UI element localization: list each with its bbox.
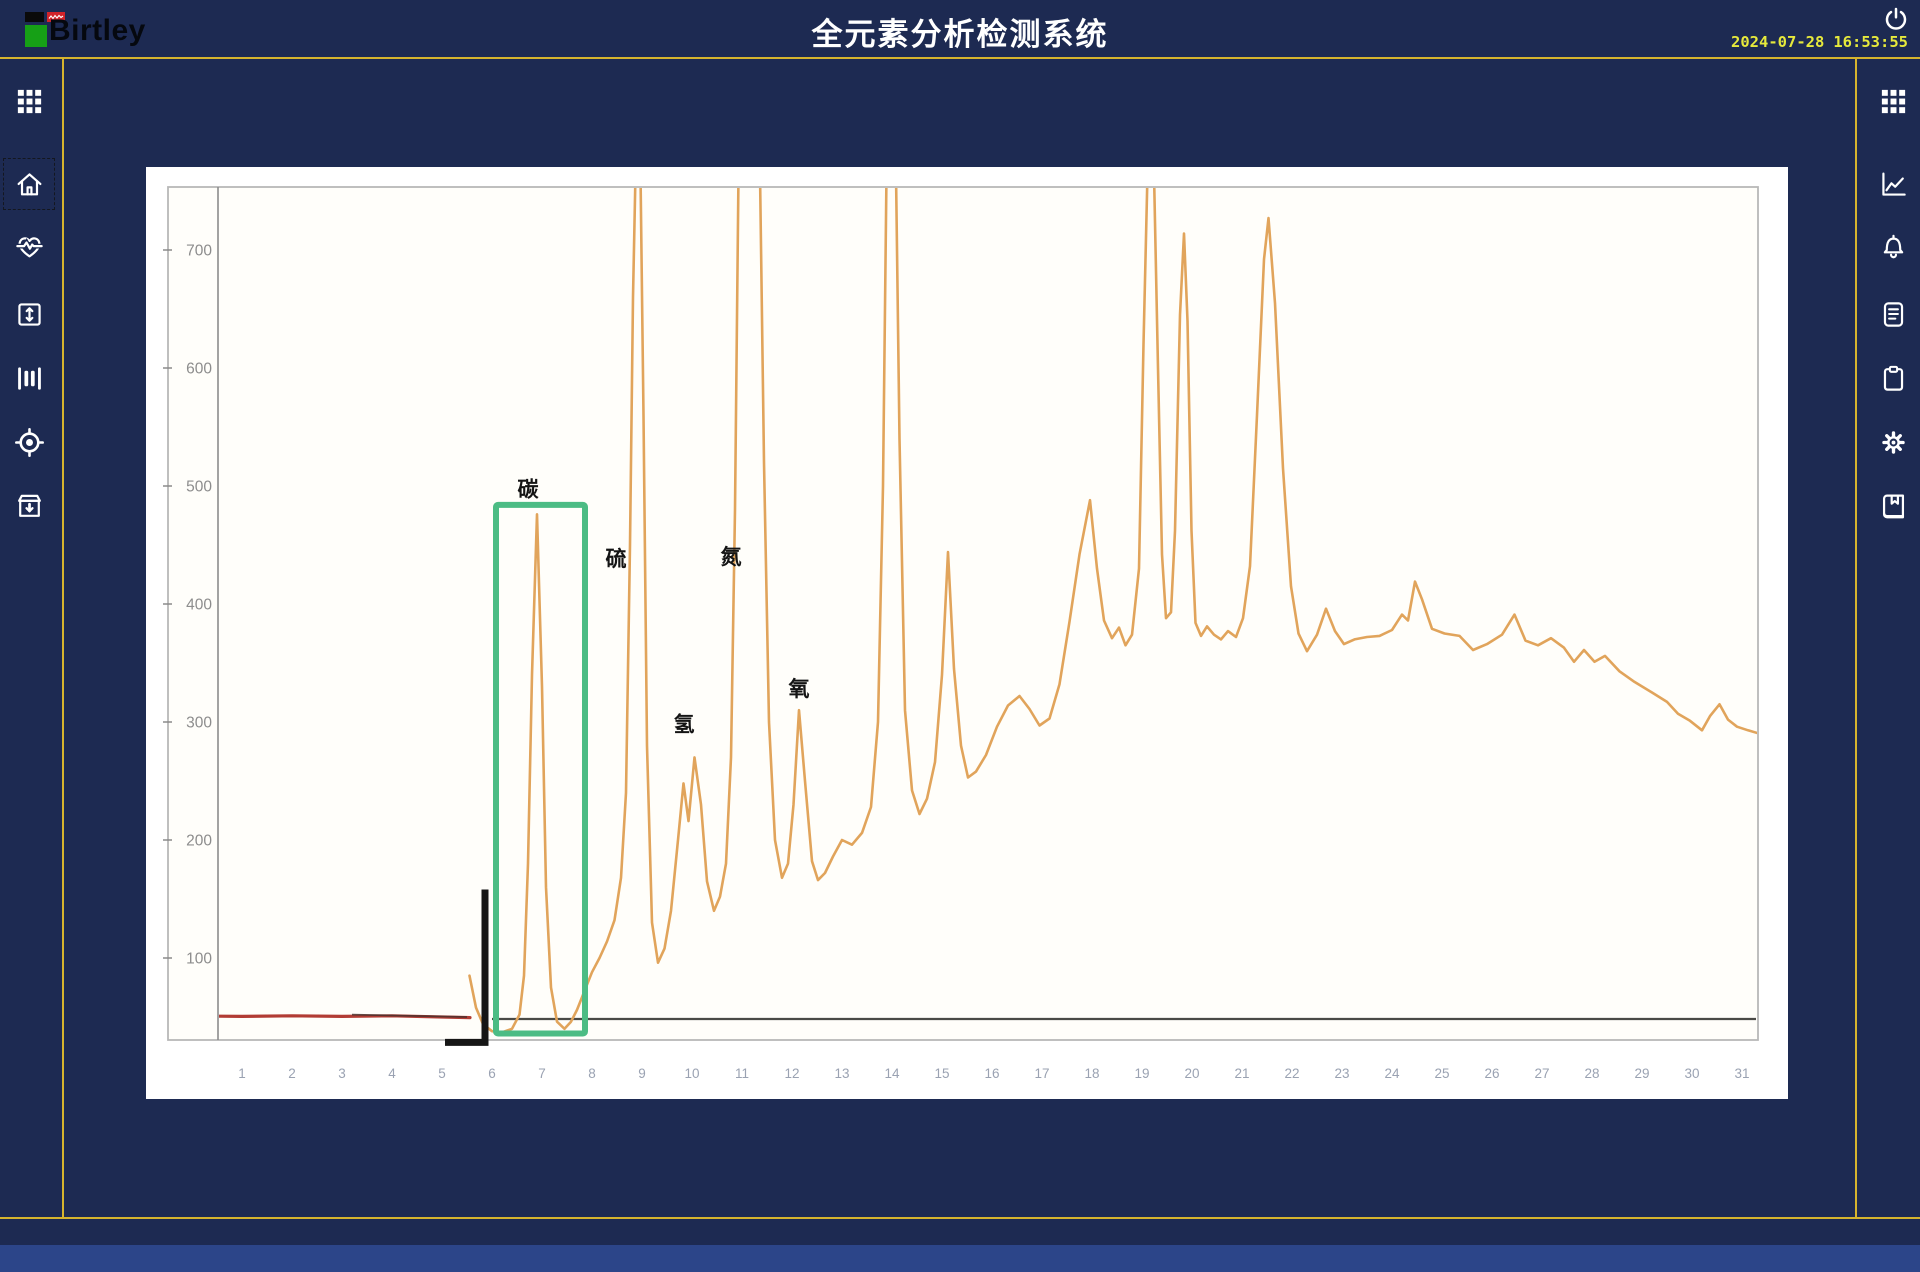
date-text: 2024-07-28 <box>1731 33 1825 51</box>
y-tick-label: 100 <box>186 951 212 968</box>
logo-text: Birtley <box>49 14 146 47</box>
logo-squiggle-icon <box>48 14 64 20</box>
chromatogram-panel: 700 600 500 400 300 200 100 1 2 3 4 5 6 7 8 9 10 11 12 13 14… <box>146 167 1788 1099</box>
footer-divider-line <box>0 1217 1920 1219</box>
y-tick-label: 200 <box>186 833 212 850</box>
element-label-碳: 碳 <box>518 478 540 502</box>
y-tick-label: 500 <box>186 479 212 496</box>
element-label-氢: 氢 <box>674 712 695 736</box>
target-icon <box>14 427 44 457</box>
header-divider-line <box>0 57 1920 59</box>
birtley-logo: Birtley <box>24 10 174 58</box>
x-tick-label: 2 <box>288 1066 296 1081</box>
scan-border <box>167 186 1759 1041</box>
report-icon <box>1883 301 1903 327</box>
left-rail-divider-line <box>62 59 64 1217</box>
x-tick-label: 20 <box>1184 1066 1199 1081</box>
archive-down-icon <box>17 494 41 517</box>
x-tick-label: 18 <box>1084 1066 1099 1081</box>
y-tick-label: 400 <box>186 597 212 614</box>
x-tick-label: 11 <box>735 1066 749 1081</box>
home-icon <box>17 172 41 195</box>
x-tick-label: 3 <box>338 1066 346 1081</box>
sidebar-item-settings-right[interactable] <box>1869 418 1917 466</box>
sidebar-item-columns-left[interactable] <box>5 354 53 402</box>
x-tick-label: 1 <box>238 1066 246 1081</box>
sidebar-item-apps-right[interactable] <box>1869 77 1917 125</box>
x-tick-label: 16 <box>984 1066 999 1081</box>
x-tick-label: 22 <box>1284 1066 1299 1081</box>
x-tick-label: 13 <box>834 1066 849 1081</box>
sidebar-item-expand-left[interactable] <box>5 290 53 338</box>
x-tick-label: 29 <box>1634 1066 1649 1081</box>
x-tick-label: 14 <box>884 1066 900 1081</box>
x-tick-label: 8 <box>588 1066 596 1081</box>
logo-red-block <box>47 12 65 22</box>
x-tick-label: 28 <box>1584 1066 1599 1081</box>
x-tick-label: 31 <box>1734 1066 1749 1081</box>
x-tick-label: 12 <box>784 1066 799 1081</box>
right-rail-divider-line <box>1855 59 1857 1217</box>
x-tick-label: 17 <box>1034 1066 1049 1081</box>
x-tick-label: 4 <box>388 1066 396 1081</box>
baseline-red-dark-tip <box>351 1013 468 1018</box>
power-button[interactable] <box>1883 6 1909 32</box>
header: Birtley 全元素分析检测系统 2024-07-28 16:53:55 <box>0 0 1920 58</box>
x-tick-label: 19 <box>1134 1066 1149 1081</box>
element-label-氧: 氧 <box>789 677 810 701</box>
sidebar-item-alarms-right[interactable] <box>1869 222 1917 270</box>
x-tick-label: 24 <box>1384 1066 1400 1081</box>
y-tick-label: 300 <box>186 715 212 732</box>
grid-icon <box>17 89 41 113</box>
x-tick-label: 25 <box>1434 1066 1449 1081</box>
sidebar-item-target-left[interactable] <box>5 418 53 466</box>
x-tick-label: 27 <box>1534 1066 1549 1081</box>
logo-black-block <box>25 12 44 22</box>
book-icon <box>1882 494 1904 518</box>
x-tick-label: 26 <box>1484 1066 1499 1081</box>
x-tick-label: 7 <box>538 1066 546 1081</box>
line-chart-icon <box>1881 172 1906 196</box>
x-tick-label: 21 <box>1234 1066 1249 1081</box>
sidebar-item-monitor-left[interactable] <box>5 222 53 270</box>
clipboard-icon <box>1883 365 1903 391</box>
x-tick-label: 5 <box>438 1066 446 1081</box>
x-tick-label: 15 <box>934 1066 949 1081</box>
sidebar-item-apps-left[interactable] <box>5 77 53 125</box>
x-tick-label: 23 <box>1334 1066 1349 1081</box>
power-icon <box>1885 7 1907 30</box>
carbon-highlight-box <box>493 501 588 1037</box>
datetime-display: 2024-07-28 16:53:55 <box>1722 33 1908 51</box>
x-tick-label: 10 <box>684 1066 699 1081</box>
time-text: 16:53:55 <box>1833 33 1908 51</box>
grid-icon <box>1881 89 1905 113</box>
columns-icon <box>17 366 41 390</box>
gear-icon <box>1881 430 1905 454</box>
element-label-氮: 氮 <box>721 545 742 569</box>
sidebar-item-tasks-right[interactable] <box>1869 354 1917 402</box>
x-tick-label: 6 <box>488 1066 496 1081</box>
x-tick-label: 9 <box>638 1066 646 1081</box>
element-label-硫: 硫 <box>606 547 627 571</box>
bell-icon <box>1883 234 1903 258</box>
sidebar-item-report-right[interactable] <box>1869 290 1917 338</box>
y-tick-label: 700 <box>186 243 212 260</box>
page-title: 全元素分析检测系统 <box>811 17 1109 52</box>
vertical-expand-icon <box>17 302 41 326</box>
y-tick-label: 600 <box>186 361 212 378</box>
x-tick-label: 30 <box>1684 1066 1699 1081</box>
sidebar-item-home-left[interactable] <box>3 158 55 210</box>
sidebar-item-trend-right[interactable] <box>1869 160 1917 208</box>
chromatogram-trace <box>468 188 1757 1034</box>
bottom-taskbar[interactable] <box>0 1245 1920 1272</box>
logo-green-block <box>25 25 47 47</box>
sidebar-item-archive-left[interactable] <box>5 482 53 530</box>
sidebar-item-manual-right[interactable] <box>1869 482 1917 530</box>
heartbeat-icon <box>15 236 43 257</box>
